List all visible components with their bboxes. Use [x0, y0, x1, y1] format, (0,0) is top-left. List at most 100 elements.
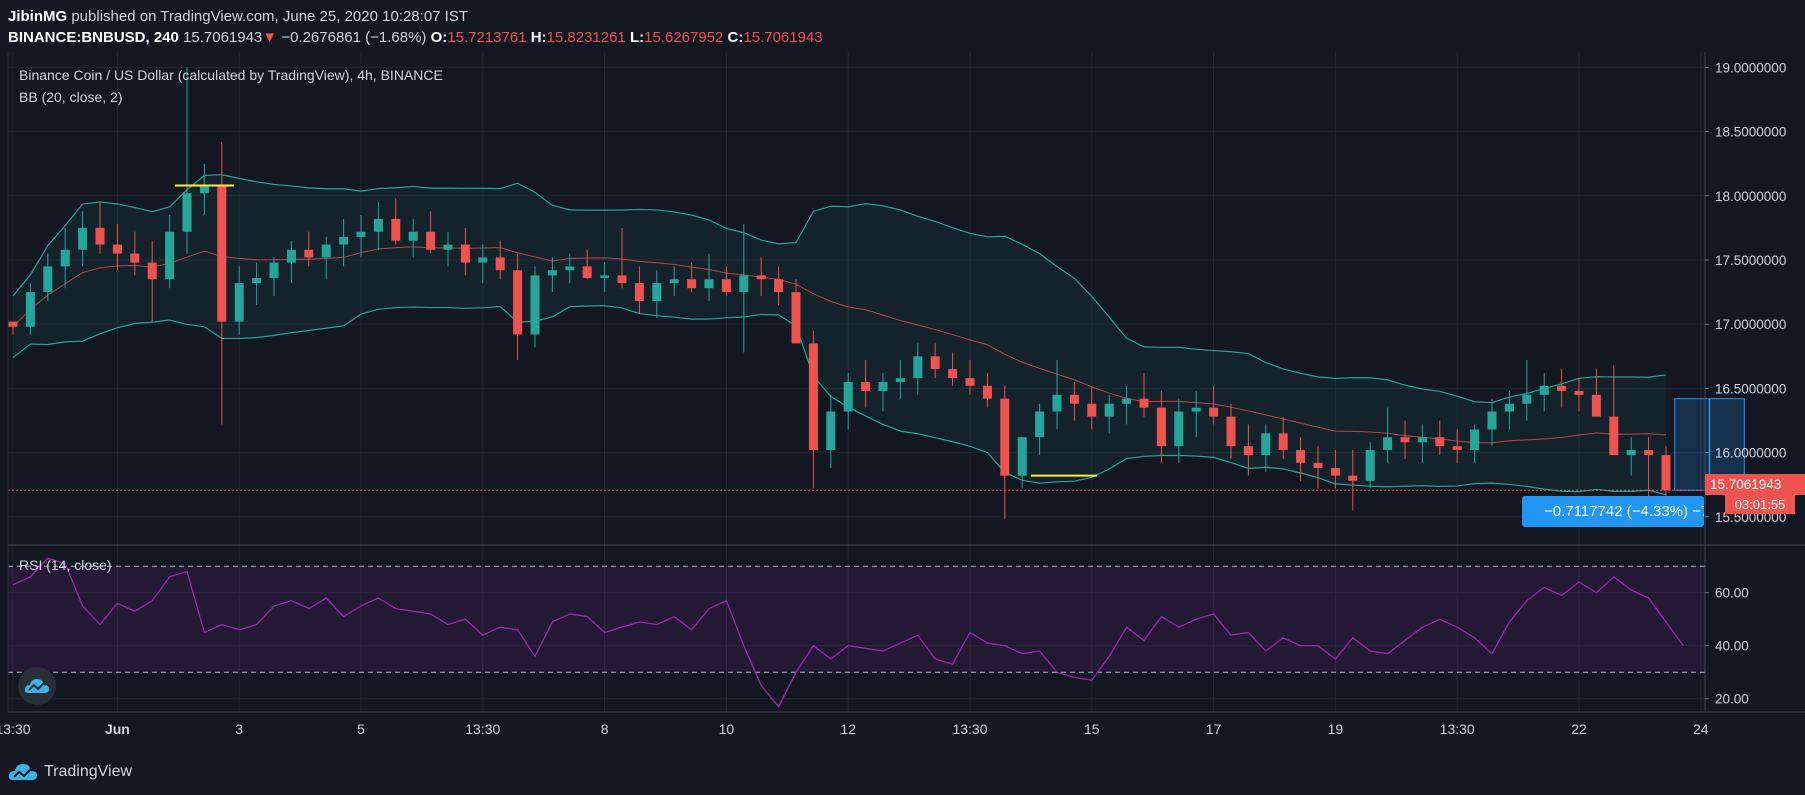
candle-body[interactable] — [982, 385, 992, 399]
candle-body[interactable] — [1661, 455, 1671, 491]
candle-body[interactable] — [426, 231, 436, 250]
candle-body[interactable] — [652, 283, 662, 302]
candle-body[interactable] — [78, 227, 88, 250]
candle-body[interactable] — [878, 381, 888, 391]
candle-body[interactable] — [25, 292, 35, 327]
candle-body[interactable] — [1087, 403, 1097, 417]
candle-body[interactable] — [1452, 446, 1462, 450]
candle-body[interactable] — [791, 292, 801, 344]
candle-body[interactable] — [687, 279, 697, 289]
candle-body[interactable] — [617, 275, 627, 284]
candle-body[interactable] — [356, 231, 366, 237]
candle-body[interactable] — [112, 244, 122, 254]
candle-body[interactable] — [1417, 437, 1427, 443]
candle-body[interactable] — [530, 275, 540, 335]
candle-body[interactable] — [321, 244, 331, 258]
candle-body[interactable] — [582, 266, 592, 278]
candle-body[interactable] — [1557, 385, 1567, 391]
candle-body[interactable] — [1348, 475, 1358, 481]
candle-body[interactable] — [930, 356, 940, 370]
footer-brand[interactable]: TradingView — [44, 763, 133, 780]
candle-body[interactable] — [739, 275, 749, 293]
candle-body[interactable] — [478, 257, 488, 263]
candle-body[interactable] — [1591, 394, 1601, 417]
candle-body[interactable] — [1035, 411, 1045, 438]
candle-body[interactable] — [165, 231, 175, 280]
candle-body[interactable] — [895, 378, 905, 382]
candle-body[interactable] — [1209, 407, 1219, 417]
candle-body[interactable] — [217, 185, 227, 322]
candle-body[interactable] — [965, 378, 975, 386]
candle-body[interactable] — [1644, 449, 1654, 456]
candle-body[interactable] — [1435, 437, 1445, 447]
candle-body[interactable] — [1122, 398, 1132, 404]
candle-body[interactable] — [234, 283, 244, 322]
candle-body[interactable] — [547, 270, 557, 276]
candle-body[interactable] — [704, 279, 714, 289]
candle-body[interactable] — [843, 381, 853, 412]
candle-body[interactable] — [913, 356, 923, 379]
candle-body[interactable] — [1470, 429, 1480, 450]
tradingview-cloud-icon[interactable] — [18, 667, 56, 705]
candle-body[interactable] — [1365, 449, 1375, 481]
candle-body[interactable] — [1330, 467, 1340, 476]
candle-body[interactable] — [95, 227, 105, 245]
candle-body[interactable] — [60, 249, 70, 267]
candle-body[interactable] — [443, 244, 453, 250]
candle-body[interactable] — [8, 321, 18, 327]
candle-body[interactable] — [1487, 411, 1497, 430]
candle-body[interactable] — [861, 381, 871, 391]
candle-body[interactable] — [1296, 449, 1306, 463]
candle-body[interactable] — [1313, 462, 1323, 468]
candle-body[interactable] — [1522, 394, 1532, 404]
candle-body[interactable] — [1243, 446, 1253, 456]
candle-body[interactable] — [1174, 411, 1184, 447]
candle-body[interactable] — [1000, 398, 1010, 476]
candle-body[interactable] — [339, 236, 349, 245]
candle-body[interactable] — [721, 279, 731, 293]
candle-body[interactable] — [408, 231, 418, 241]
candle-body[interactable] — [286, 249, 296, 263]
candle-body[interactable] — [1069, 394, 1079, 404]
candle-body[interactable] — [1400, 437, 1410, 443]
candle-body[interactable] — [1574, 390, 1584, 395]
candle-body[interactable] — [460, 244, 470, 263]
candle-body[interactable] — [1504, 403, 1514, 412]
candle-body[interactable] — [1104, 403, 1114, 417]
rsi-indicator-label[interactable]: RSI (14, close) — [19, 557, 112, 573]
author-name[interactable]: JibinMG — [8, 8, 68, 25]
candle-body[interactable] — [1609, 416, 1619, 456]
candle-body[interactable] — [1278, 433, 1288, 450]
candle-body[interactable] — [43, 266, 53, 293]
candle-body[interactable] — [634, 283, 644, 302]
candle-body[interactable] — [513, 270, 523, 335]
candle-body[interactable] — [948, 369, 958, 379]
candle-body[interactable] — [147, 262, 157, 280]
candle-body[interactable] — [1191, 407, 1201, 412]
candle-body[interactable] — [669, 279, 679, 284]
candle-body[interactable] — [808, 343, 818, 450]
candle-body[interactable] — [182, 193, 192, 232]
candle-body[interactable] — [1156, 407, 1166, 447]
candle-body[interactable] — [1017, 437, 1027, 476]
candle-body[interactable] — [373, 218, 383, 232]
candle-body[interactable] — [1383, 437, 1393, 450]
candle-body[interactable] — [495, 257, 505, 271]
candle-body[interactable] — [565, 266, 575, 271]
candle-body[interactable] — [1539, 385, 1549, 395]
candle-body[interactable] — [269, 262, 279, 278]
rsi-line[interactable] — [12, 557, 1684, 708]
candle-body[interactable] — [600, 275, 610, 278]
candle-body[interactable] — [1139, 398, 1149, 408]
candle-body[interactable] — [391, 218, 401, 241]
candle-body[interactable] — [199, 185, 209, 194]
candle-body[interactable] — [252, 277, 262, 284]
bb-indicator-label[interactable]: BB (20, close, 2) — [19, 89, 123, 105]
candle-body[interactable] — [1626, 449, 1636, 456]
candle-body[interactable] — [1261, 433, 1271, 456]
candle-body[interactable] — [304, 249, 314, 258]
candle-body[interactable] — [130, 253, 140, 263]
symbol-label[interactable]: BINANCE:BNBUSD, 240 — [8, 29, 179, 46]
candle-body[interactable] — [756, 275, 766, 280]
